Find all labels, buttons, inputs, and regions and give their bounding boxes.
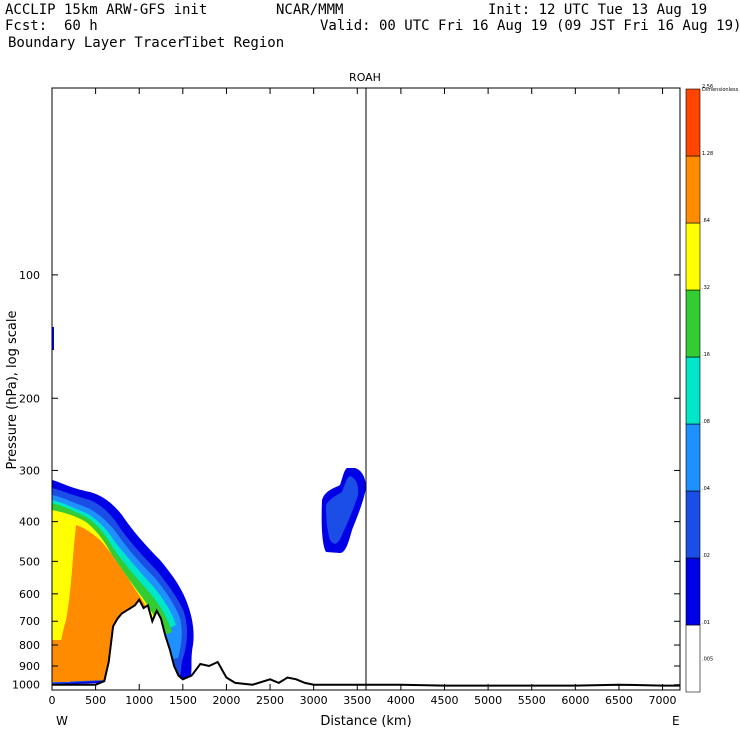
colorbar-swatch <box>685 356 701 425</box>
y-tick-label: 600 <box>19 588 40 601</box>
colorbar-label: .04 <box>702 486 710 492</box>
x-tick-label: 5000 <box>474 694 502 707</box>
colorbar-label: 2.56 <box>702 84 713 90</box>
colorbar-swatch <box>685 423 701 492</box>
colorbar-label: .08 <box>702 419 710 425</box>
x-tick-label: 1500 <box>169 694 197 707</box>
colorbar-swatch <box>685 155 701 224</box>
y-tick-label: 200 <box>19 392 40 405</box>
x-tick-label: 4000 <box>387 694 415 707</box>
x-tick-label: 500 <box>85 694 106 707</box>
x-tick-label: 1000 <box>125 694 153 707</box>
colorbar: .005 .01 .02 .04 .08 .16 .32 .64 1.28 2.56Dimensi… <box>685 84 739 693</box>
colorbar-label: .02 <box>702 553 710 559</box>
y-tick-label: 300 <box>19 464 40 477</box>
tracer-contour-fills <box>52 327 680 690</box>
y-tick-label: 400 <box>19 516 40 529</box>
x-tick-label: 7000 <box>649 694 677 707</box>
y-tick-label: 500 <box>19 555 40 568</box>
x-tick-label: 0 <box>49 694 56 707</box>
colorbar-swatch <box>685 624 701 693</box>
x-tick-label: 4500 <box>431 694 459 707</box>
east-label: E <box>672 714 680 728</box>
header-init: Init: 12 UTC Tue 13 Aug 19 <box>488 2 708 18</box>
y-tick-label: 900 <box>19 660 40 673</box>
colorbar-swatch <box>685 557 701 626</box>
colorbar-swatch <box>685 222 701 291</box>
y-tick-label: 1000 <box>12 679 40 692</box>
colorbar-label: .005 <box>702 657 713 663</box>
header-org: NCAR/MMM <box>276 2 344 18</box>
colorbar-label: .64 <box>702 218 710 224</box>
x-tick-label: 3500 <box>343 694 371 707</box>
chart-title: ROAH <box>349 71 381 84</box>
x-tick-label: 2000 <box>212 694 240 707</box>
colorbar-swatch <box>685 88 701 157</box>
y-tick-label: 100 <box>19 269 40 282</box>
x-tick-label: 6000 <box>561 694 589 707</box>
contour-level-7b <box>52 640 70 682</box>
upper-blob-level-2 <box>326 476 359 544</box>
x-tick-label: 5500 <box>518 694 546 707</box>
contour-level-7 <box>58 525 148 682</box>
terrain-fill <box>52 599 680 690</box>
y-axis-label: Pressure (hPa), log scale <box>5 311 20 470</box>
colorbar-label: .16 <box>702 352 710 358</box>
x-tick-label: 3000 <box>300 694 328 707</box>
x-axis-label: Distance (km) <box>320 714 411 729</box>
terrain-line <box>52 597 680 687</box>
x-tick-label: 6500 <box>605 694 633 707</box>
header-model: ACCLIP 15km ARW-GFS init <box>5 2 208 18</box>
x-tick-label: 2500 <box>256 694 284 707</box>
header-fcst-value: 60 h <box>64 18 98 34</box>
colorbar-label: .01 <box>702 620 710 626</box>
header-fcst-label: Fcst: <box>5 18 48 34</box>
y-tick-label: 700 <box>19 615 40 628</box>
colorbar-title: Dimensionless <box>702 87 739 93</box>
header-product: Boundary Layer Tracer <box>8 35 186 51</box>
west-label: W <box>56 714 68 728</box>
colorbar-label: 1.28 <box>702 151 713 157</box>
colorbar-swatch <box>685 289 701 358</box>
y-axis-ticks: 100 200 300 400 500 600 700 800 900 1000 <box>12 269 680 692</box>
colorbar-swatch <box>685 490 701 559</box>
x-axis-ticks: 0 500 1000 1500 2000 2500 3000 3500 4000 4500 5000… <box>49 88 677 707</box>
y-tick-label: 800 <box>19 639 40 652</box>
header-region: Tibet Region <box>183 35 285 51</box>
header-valid: Valid: 00 UTC Fri 16 Aug 19 (09 JST Fri … <box>320 18 740 34</box>
colorbar-label: .32 <box>702 285 710 291</box>
